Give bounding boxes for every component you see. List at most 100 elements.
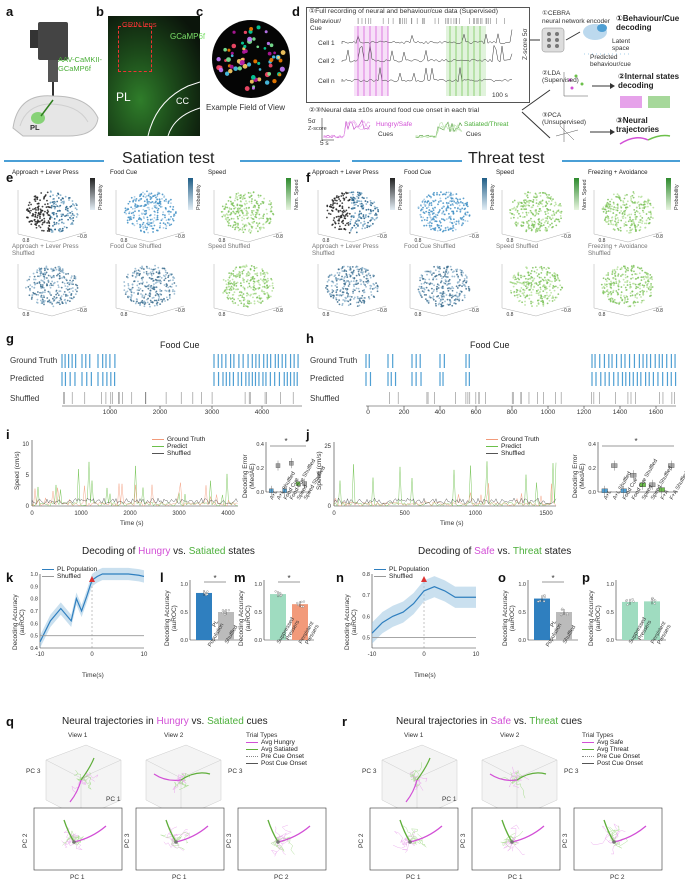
embedding-point: [264, 292, 267, 295]
embedding-point: [241, 228, 244, 231]
y-tick-label: 10: [22, 442, 29, 448]
axis-line: [535, 305, 571, 317]
embedding-point: [171, 208, 174, 211]
embedding-point: [259, 227, 262, 230]
embedding-point: [528, 199, 531, 202]
y-tick-label: 0.0: [588, 490, 596, 496]
embedding-point: [231, 300, 234, 303]
embedding-point: [629, 231, 632, 234]
embedding-point: [124, 293, 127, 296]
embedding-point: [128, 295, 130, 298]
embedding-point: [536, 205, 539, 208]
embedding-point: [62, 213, 64, 216]
y-tick-label: 0.5: [362, 635, 370, 641]
avg-trajectory-b: [603, 819, 615, 843]
embedding-point: [139, 229, 142, 232]
embedding-point: [445, 218, 448, 221]
embedding-point: [537, 273, 540, 276]
embedding-point: [365, 208, 368, 211]
embedding-point: [70, 214, 73, 217]
embedding-point: [646, 282, 649, 285]
embedding-point: [553, 214, 556, 216]
embedding-point: [247, 274, 250, 277]
satiated-trace: [415, 124, 463, 139]
embedding-point: [70, 223, 72, 226]
embedding-point: [127, 273, 129, 276]
embedding-point: [455, 268, 457, 271]
embedding-point: [419, 213, 422, 216]
embedding-point: [463, 283, 465, 286]
embedding-point: [363, 288, 366, 291]
embedding-point: [360, 202, 363, 205]
embedding-point: [67, 281, 70, 284]
embedding-point: [330, 273, 333, 276]
avg-trajectory-a: [489, 773, 518, 781]
embedding-point: [622, 203, 625, 206]
embedding-point: [43, 217, 46, 220]
embedding-point: [32, 214, 34, 217]
embedding-point: [225, 219, 228, 221]
embedding-point: [535, 305, 538, 307]
embedding-point: [624, 296, 626, 299]
embedding-point: [229, 196, 232, 199]
embedding-point: [249, 192, 252, 195]
embedding-point: [624, 206, 627, 209]
embedding-point: [604, 216, 607, 219]
embedding-point: [146, 216, 149, 219]
embedding-point: [58, 277, 61, 280]
embedding-point: [614, 215, 617, 218]
embedding-point: [164, 271, 167, 274]
legend-item: Pre Cue Onset: [246, 753, 307, 760]
panel-d-calcium-traces: [341, 18, 513, 96]
embedding-point: [59, 204, 62, 207]
embedding-point: [243, 217, 245, 220]
embedding-point: [620, 291, 623, 294]
avg-trajectory-a: [69, 779, 82, 803]
embedding-point: [160, 219, 163, 222]
embedding-point: [142, 276, 144, 279]
axis-line: [593, 233, 629, 243]
embedding-point: [560, 217, 562, 220]
embedding-point: [61, 270, 64, 273]
embedding-point: [257, 223, 260, 226]
embedding-point: [644, 280, 647, 283]
embedding-point: [59, 194, 62, 197]
embedding-point: [49, 292, 51, 295]
axis-tick: 0.8: [415, 312, 422, 318]
roi-cell: [243, 44, 247, 49]
embedding-point: [444, 300, 446, 303]
panel-letter-f: f: [306, 170, 311, 185]
embedding-point: [639, 290, 642, 293]
embedding-point: [339, 289, 342, 291]
embedding-point: [67, 218, 70, 221]
embedding-point: [132, 216, 135, 219]
embedding-point: [552, 210, 555, 213]
embedding-point: [225, 291, 227, 294]
projection-frame: [573, 807, 663, 871]
embedding-point: [248, 223, 251, 225]
roi-cell: [266, 41, 271, 46]
embedding-point: [539, 286, 542, 289]
embedding-point: [155, 290, 158, 293]
embedding-point: [255, 266, 258, 269]
embedding-point: [440, 298, 443, 301]
embedding-point: [252, 282, 255, 285]
embedding-point: [374, 214, 376, 216]
embedding-point: [604, 278, 607, 281]
embedding-point: [256, 300, 259, 303]
embedding-point: [430, 204, 433, 207]
embedding-point: [220, 210, 223, 213]
embedding-point: [544, 286, 546, 288]
embedding-point: [629, 294, 632, 297]
roi-cell: [256, 25, 261, 30]
embedding-point: [257, 281, 260, 284]
embedding-point: [624, 270, 627, 273]
embedding-point: [73, 214, 76, 217]
axis-tick: 0.8: [507, 238, 514, 244]
embedding-point: [647, 278, 650, 281]
embedding-point: [148, 267, 151, 270]
embedding-point: [523, 289, 526, 292]
embedding-point: [33, 219, 36, 221]
axis-tick: 0.8: [219, 312, 226, 318]
embedding-point: [356, 219, 359, 222]
